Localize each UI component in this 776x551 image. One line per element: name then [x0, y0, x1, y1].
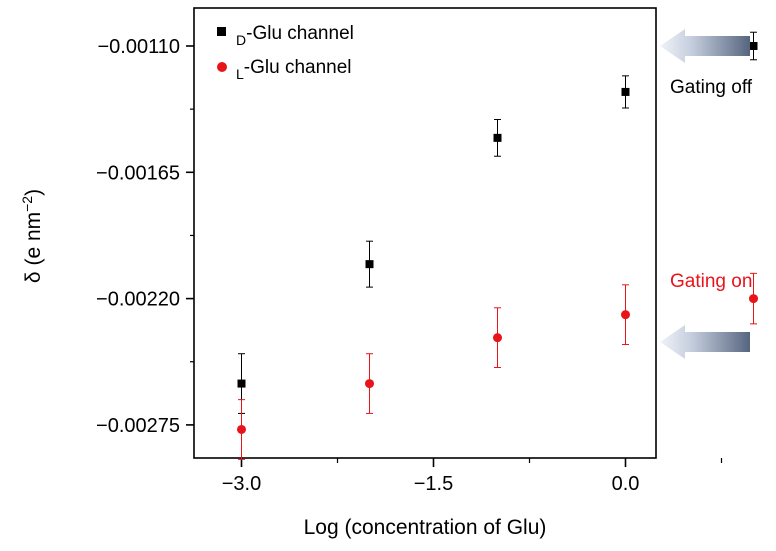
data-point-l-glu: [621, 310, 630, 320]
y-tick-label: −0.00165: [96, 162, 180, 184]
legend-label-d-glu: -Glu channel: [246, 23, 354, 44]
x-axis: −3.0−1.50.01.5: [222, 458, 723, 495]
legend: D-Glu channel L-Glu channel: [217, 23, 354, 82]
data-point-l-glu: [365, 379, 374, 389]
x-tick-label: −1.5: [414, 473, 453, 495]
gating-off-arrow: [660, 29, 750, 63]
y-axis-title-superscript: −2: [19, 196, 35, 212]
y-axis-title-close: ): [22, 189, 45, 196]
legend-marker-d-glu: [217, 27, 226, 36]
data-point-d-glu: [749, 42, 758, 50]
data-point-d-glu: [621, 87, 630, 96]
data-point-d-glu: [237, 379, 246, 388]
y-axis-title: δ (e nm−2): [19, 189, 45, 283]
legend-entry-l-glu: L-Glu channel: [236, 57, 352, 82]
legend-marker-l-glu: [217, 62, 227, 72]
legend-prefix-d-glu: D: [236, 32, 246, 48]
gating-on-arrow: [660, 325, 750, 359]
y-tick-label: −0.00220: [96, 289, 180, 311]
x-tick-label: 0.0: [612, 473, 640, 495]
y-axis: −0.00110 −0.00165 −0.00220 −0.00275: [96, 36, 194, 437]
gating-on-label: Gating on: [670, 271, 752, 292]
plot-frame: [193, 7, 657, 459]
x-tick-label: −3.0: [222, 473, 261, 495]
legend-prefix-l-glu: L: [236, 66, 244, 82]
gating-off-label: Gating off: [670, 77, 753, 98]
data-marks: [237, 31, 758, 460]
data-point-d-glu: [365, 260, 374, 269]
data-point-l-glu: [237, 424, 246, 434]
legend-entry-d-glu: D-Glu channel: [236, 23, 354, 48]
data-point-l-glu: [749, 294, 758, 304]
x-axis-title: Log (concentration of Glu): [304, 516, 547, 539]
y-tick-label: −0.00110: [98, 36, 181, 58]
y-axis-title-main: δ (e nm: [22, 212, 45, 283]
data-point-l-glu: [493, 333, 502, 343]
legend-label-l-glu: -Glu channel: [244, 57, 352, 78]
y-tick-label: −0.00275: [96, 415, 180, 437]
data-point-d-glu: [493, 133, 502, 142]
